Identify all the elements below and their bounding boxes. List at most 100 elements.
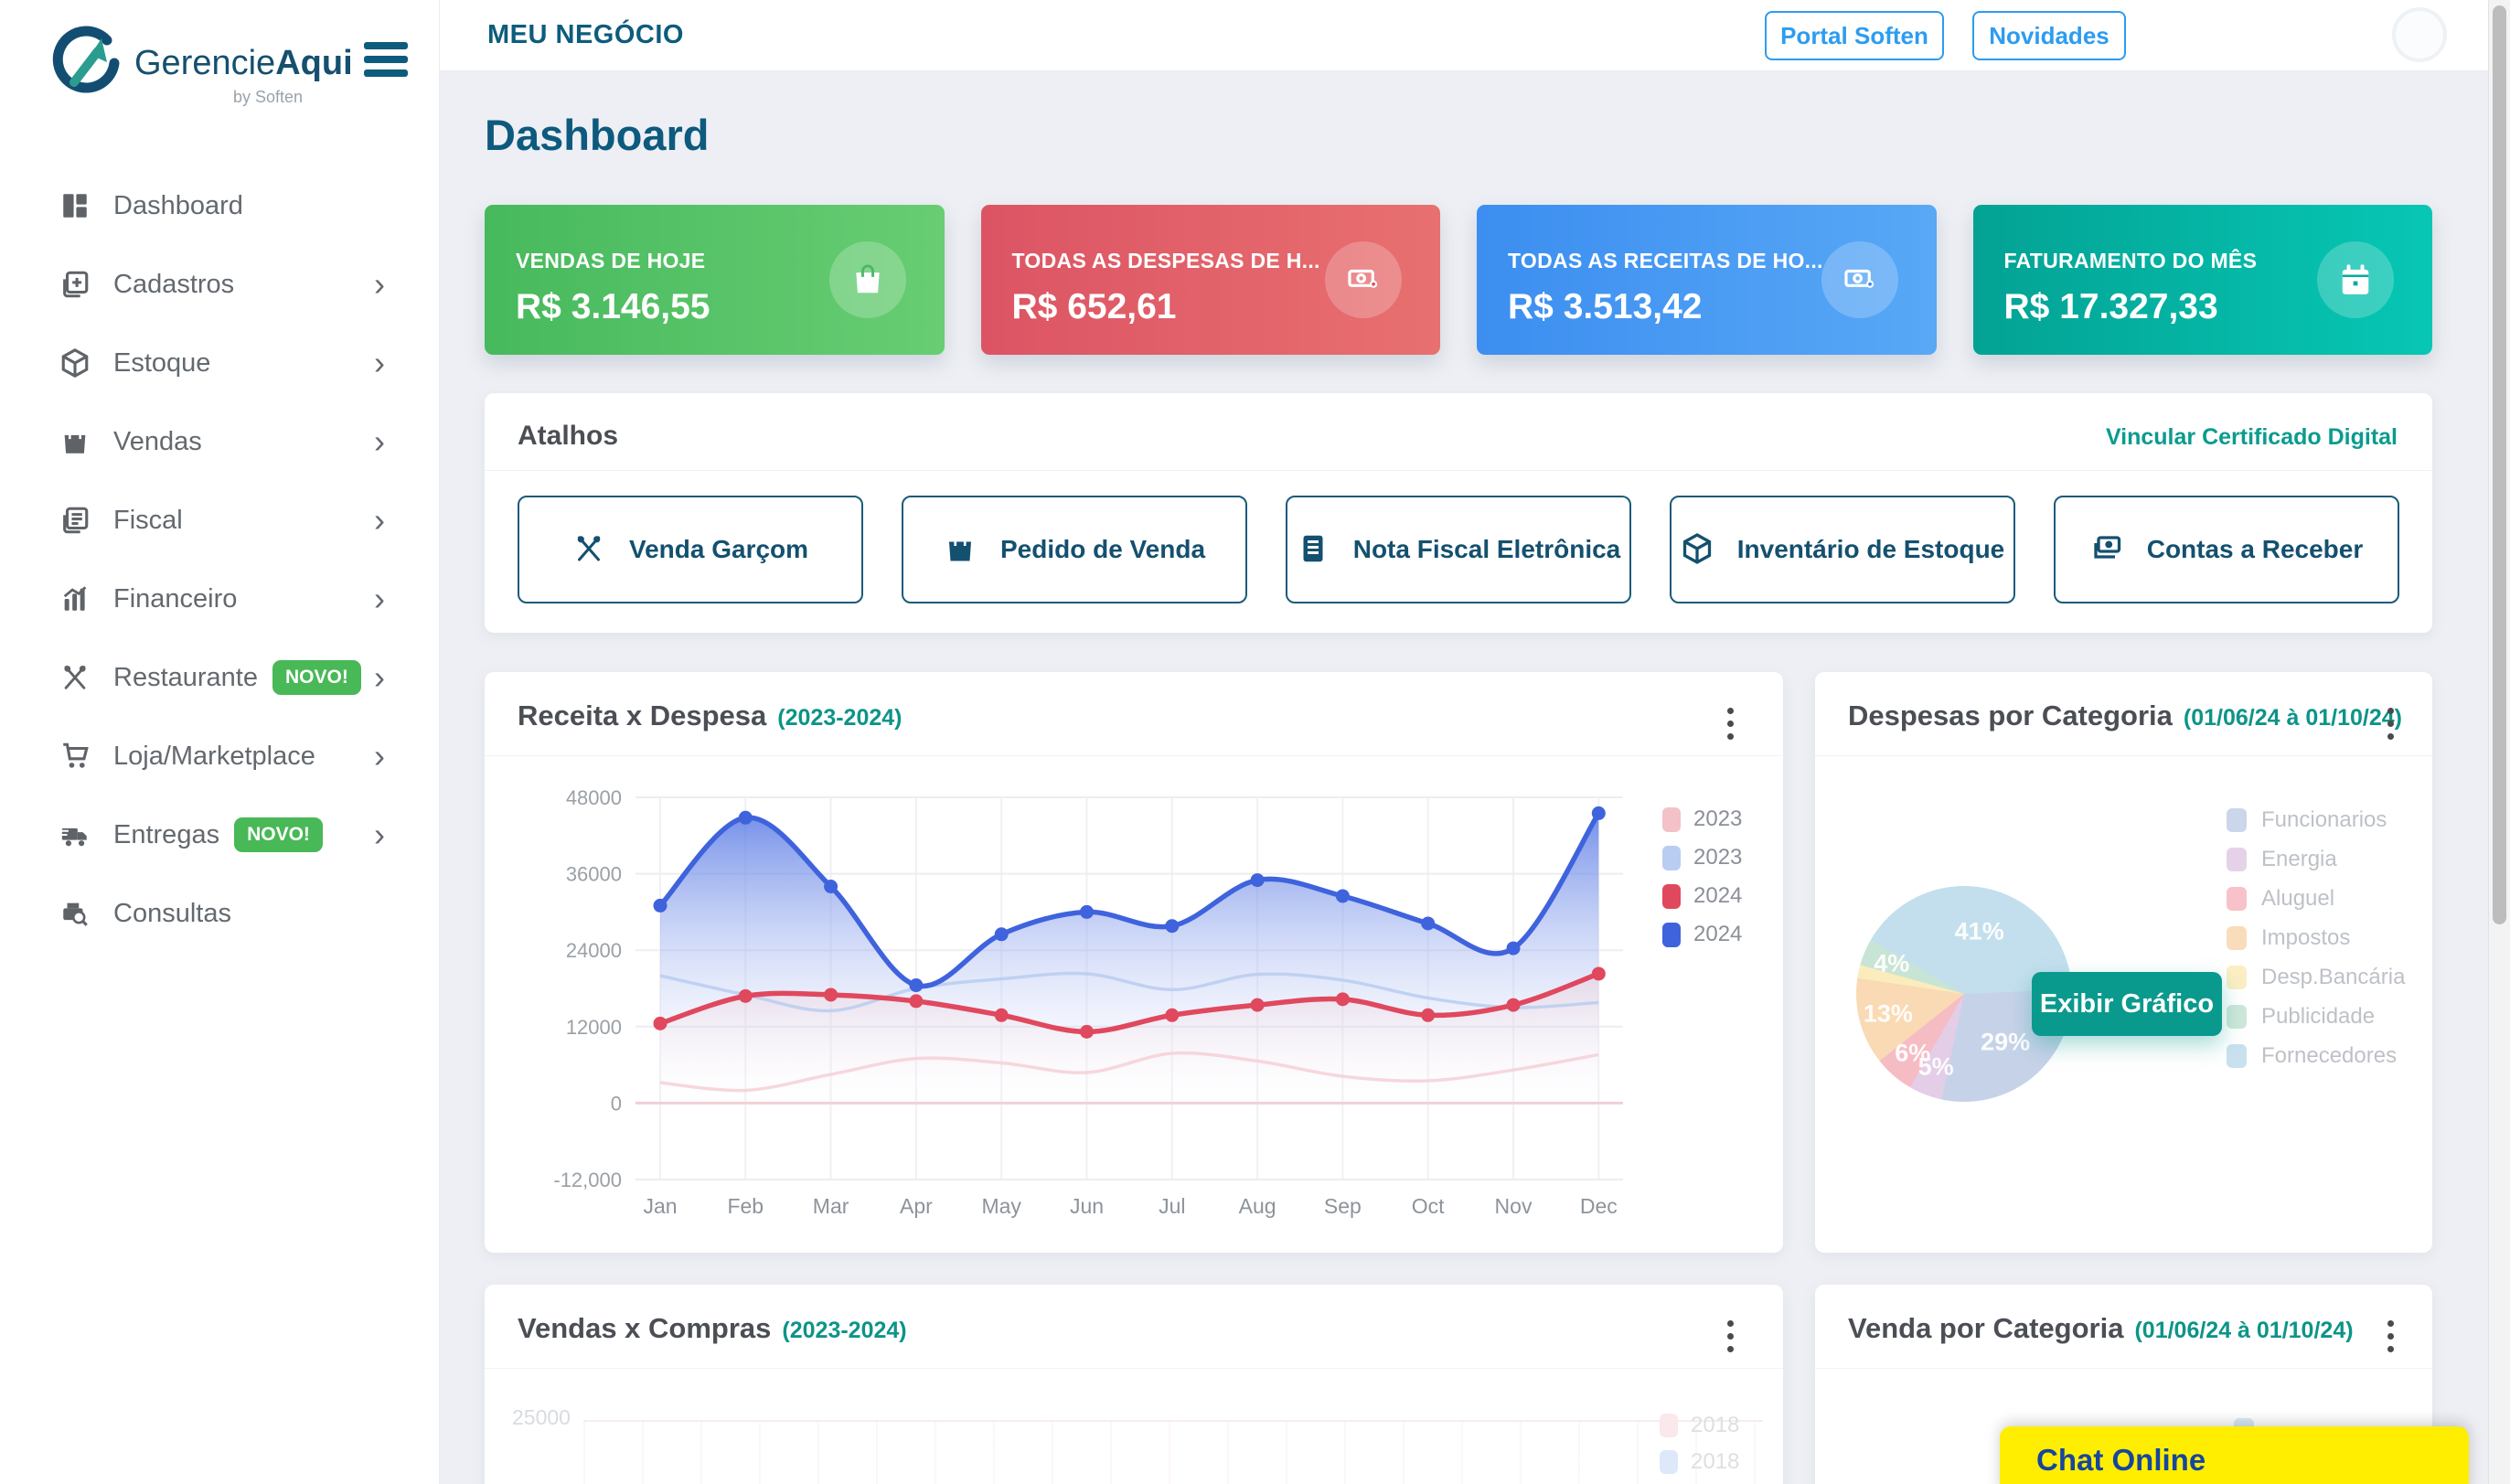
portal-soften-button[interactable]: Portal Soften [1765, 11, 1944, 60]
sidebar-item-vendas[interactable]: Vendas › [0, 402, 440, 481]
receita-despesa-chart: 48000 36000 24000 12000 0 -12,000 Jan Feb Mar Apr… [485, 672, 1783, 1257]
main-content: Dashboard VENDAS DE HOJE R$ 3.146,55 TOD… [440, 71, 2510, 1484]
report-search-icon [57, 895, 93, 932]
sidebar-item-entregas[interactable]: Entregas NOVO! › [0, 795, 440, 874]
kebab-menu-icon[interactable] [2372, 703, 2409, 743]
box-icon [57, 345, 93, 381]
chevron-right-icon: › [374, 265, 385, 303]
chevron-right-icon: › [374, 422, 385, 460]
novo-badge: NOVO! [272, 660, 361, 695]
legend-item[interactable]: Funcionarios [2227, 800, 2405, 839]
kebab-menu-icon[interactable] [2372, 1316, 2409, 1356]
pie-slice-label: 5% [1917, 1052, 1954, 1081]
shortcuts-card: Atalhos Vincular Certificado Digital Ven… [485, 393, 2432, 633]
legend-item[interactable]: 2023 [1662, 838, 1742, 877]
finance-chart-icon [57, 581, 93, 617]
sidebar-item-estoque[interactable]: Estoque › [0, 324, 440, 402]
svg-text:Sep: Sep [1324, 1194, 1362, 1218]
sidebar-item-restaurante[interactable]: Restaurante NOVO! › [0, 638, 440, 717]
cash-icon [2090, 532, 2123, 568]
sidebar-item-financeiro[interactable]: Financeiro › [0, 560, 440, 638]
chevron-right-icon: › [374, 501, 385, 539]
legend-item[interactable]: 2018 [1660, 1407, 1739, 1444]
kpi-vendas-hoje[interactable]: VENDAS DE HOJE R$ 3.146,55 [485, 205, 945, 355]
kpi-faturamento-mes[interactable]: FATURAMENTO DO MÊS R$ 17.327,33 [1972, 205, 2432, 355]
nota-fiscal-button[interactable]: Nota Fiscal Eletrônica [1286, 496, 1631, 603]
vendas-compras-card: Vendas x Compras (2023-2024) 25000 2018 2… [485, 1285, 1783, 1484]
svg-text:Jul: Jul [1159, 1194, 1185, 1218]
legend-item[interactable]: 2024 [1662, 877, 1742, 915]
utensils-icon [572, 532, 605, 568]
bag-icon [828, 241, 906, 318]
chart-title: Despesas por Categoria (01/06/24 à 01/10/… [1848, 699, 2402, 731]
chart-grid [583, 1420, 1763, 1484]
document-icon [57, 502, 93, 539]
svg-text:Jan: Jan [643, 1194, 677, 1218]
svg-text:Apr: Apr [900, 1194, 933, 1218]
svg-text:May: May [981, 1194, 1021, 1218]
svg-text:0: 0 [611, 1092, 622, 1115]
svg-text:24000: 24000 [566, 939, 622, 962]
y-axis-tick: 25000 [512, 1405, 571, 1429]
page-scrollbar[interactable] [2488, 0, 2510, 1484]
app-logo[interactable]: GerencieAqui by Soften [50, 20, 398, 112]
svg-text:Dec: Dec [1580, 1194, 1618, 1218]
exibir-grafico-button[interactable]: Exibir Gráfico [2032, 972, 2222, 1036]
legend-item[interactable]: Desp.Bancária [2227, 957, 2405, 997]
legend-item[interactable]: Impostos [2227, 918, 2405, 957]
legend-item[interactable]: 2018 [1660, 1444, 1739, 1480]
user-avatar[interactable] [2392, 7, 2447, 62]
divider [485, 1368, 1783, 1369]
document-icon [1297, 532, 1330, 568]
svg-text:36000: 36000 [566, 863, 622, 886]
chevron-right-icon: › [374, 658, 385, 696]
kpi-receitas-hoje[interactable]: TODAS AS RECEITAS DE HO... R$ 3.513,42 [1477, 205, 1937, 355]
divider [1815, 755, 2432, 756]
sidebar: GerencieAqui by Soften Dashboard Cadastr… [0, 0, 440, 1484]
legend-item[interactable]: 2023 [1662, 800, 1742, 838]
kebab-menu-icon[interactable] [1712, 703, 1748, 743]
top-header: MEU NEGÓCIO Portal Soften Novidades [440, 0, 2510, 71]
sidebar-item-cadastros[interactable]: Cadastros › [0, 245, 440, 324]
pie-slice-label: 29% [1981, 1028, 2031, 1056]
sidebar-item-fiscal[interactable]: Fiscal › [0, 481, 440, 560]
svg-text:Jun: Jun [1070, 1194, 1104, 1218]
divider [1815, 1368, 2432, 1369]
legend-item[interactable]: 2024 [1662, 915, 1742, 954]
chat-online-label: Chat Online [2036, 1443, 2206, 1477]
logo-icon [50, 26, 125, 105]
logo-tagline: by Soften [233, 88, 304, 106]
kebab-menu-icon[interactable] [1712, 1316, 1748, 1356]
scrollbar-thumb[interactable] [2493, 5, 2506, 924]
box-icon [1681, 532, 1714, 568]
contas-receber-button[interactable]: Contas a Receber [2054, 496, 2399, 603]
pedido-venda-button[interactable]: Pedido de Venda [902, 496, 1247, 603]
venda-garcom-button[interactable]: Venda Garçom [518, 496, 863, 603]
legend-item[interactable]: Publicidade [2227, 997, 2405, 1036]
dashboard-icon [57, 187, 93, 224]
pie-legend: Funcionarios Energia Aluguel Impostos De… [2227, 800, 2405, 1075]
chat-online-widget[interactable]: Chat Online [2000, 1426, 2469, 1484]
legend-item[interactable]: Energia [2227, 839, 2405, 879]
sidebar-item-dashboard[interactable]: Dashboard [0, 166, 440, 245]
chart-legend: 2023 2023 2024 2024 [1662, 800, 1742, 954]
legend-item[interactable]: Aluguel [2227, 879, 2405, 918]
truck-icon [57, 817, 93, 853]
novidades-button[interactable]: Novidades [1972, 11, 2126, 60]
legend-item[interactable]: Fornecedores [2227, 1036, 2405, 1075]
sidebar-item-consultas[interactable]: Consultas [0, 874, 440, 953]
calendar-icon [2317, 241, 2394, 318]
svg-text:48000: 48000 [566, 786, 622, 809]
sidebar-item-loja-marketplace[interactable]: Loja/Marketplace › [0, 717, 440, 795]
divider [485, 755, 1783, 756]
chevron-right-icon: › [374, 816, 385, 853]
svg-text:Feb: Feb [727, 1194, 764, 1218]
kpi-despesas-hoje[interactable]: TODAS AS DESPESAS DE H... R$ 652,61 [980, 205, 1440, 355]
vincular-certificado-link[interactable]: Vincular Certificado Digital [2105, 424, 2398, 450]
pie-slice-label: 6% [1895, 1039, 1931, 1067]
logo-text: GerencieAqui [134, 44, 353, 82]
inventario-estoque-button[interactable]: Inventário de Estoque [1670, 496, 2015, 603]
sidebar-toggle-icon[interactable] [364, 42, 408, 77]
novo-badge: NOVO! [234, 817, 323, 852]
shortcuts-title: Atalhos [518, 421, 619, 451]
